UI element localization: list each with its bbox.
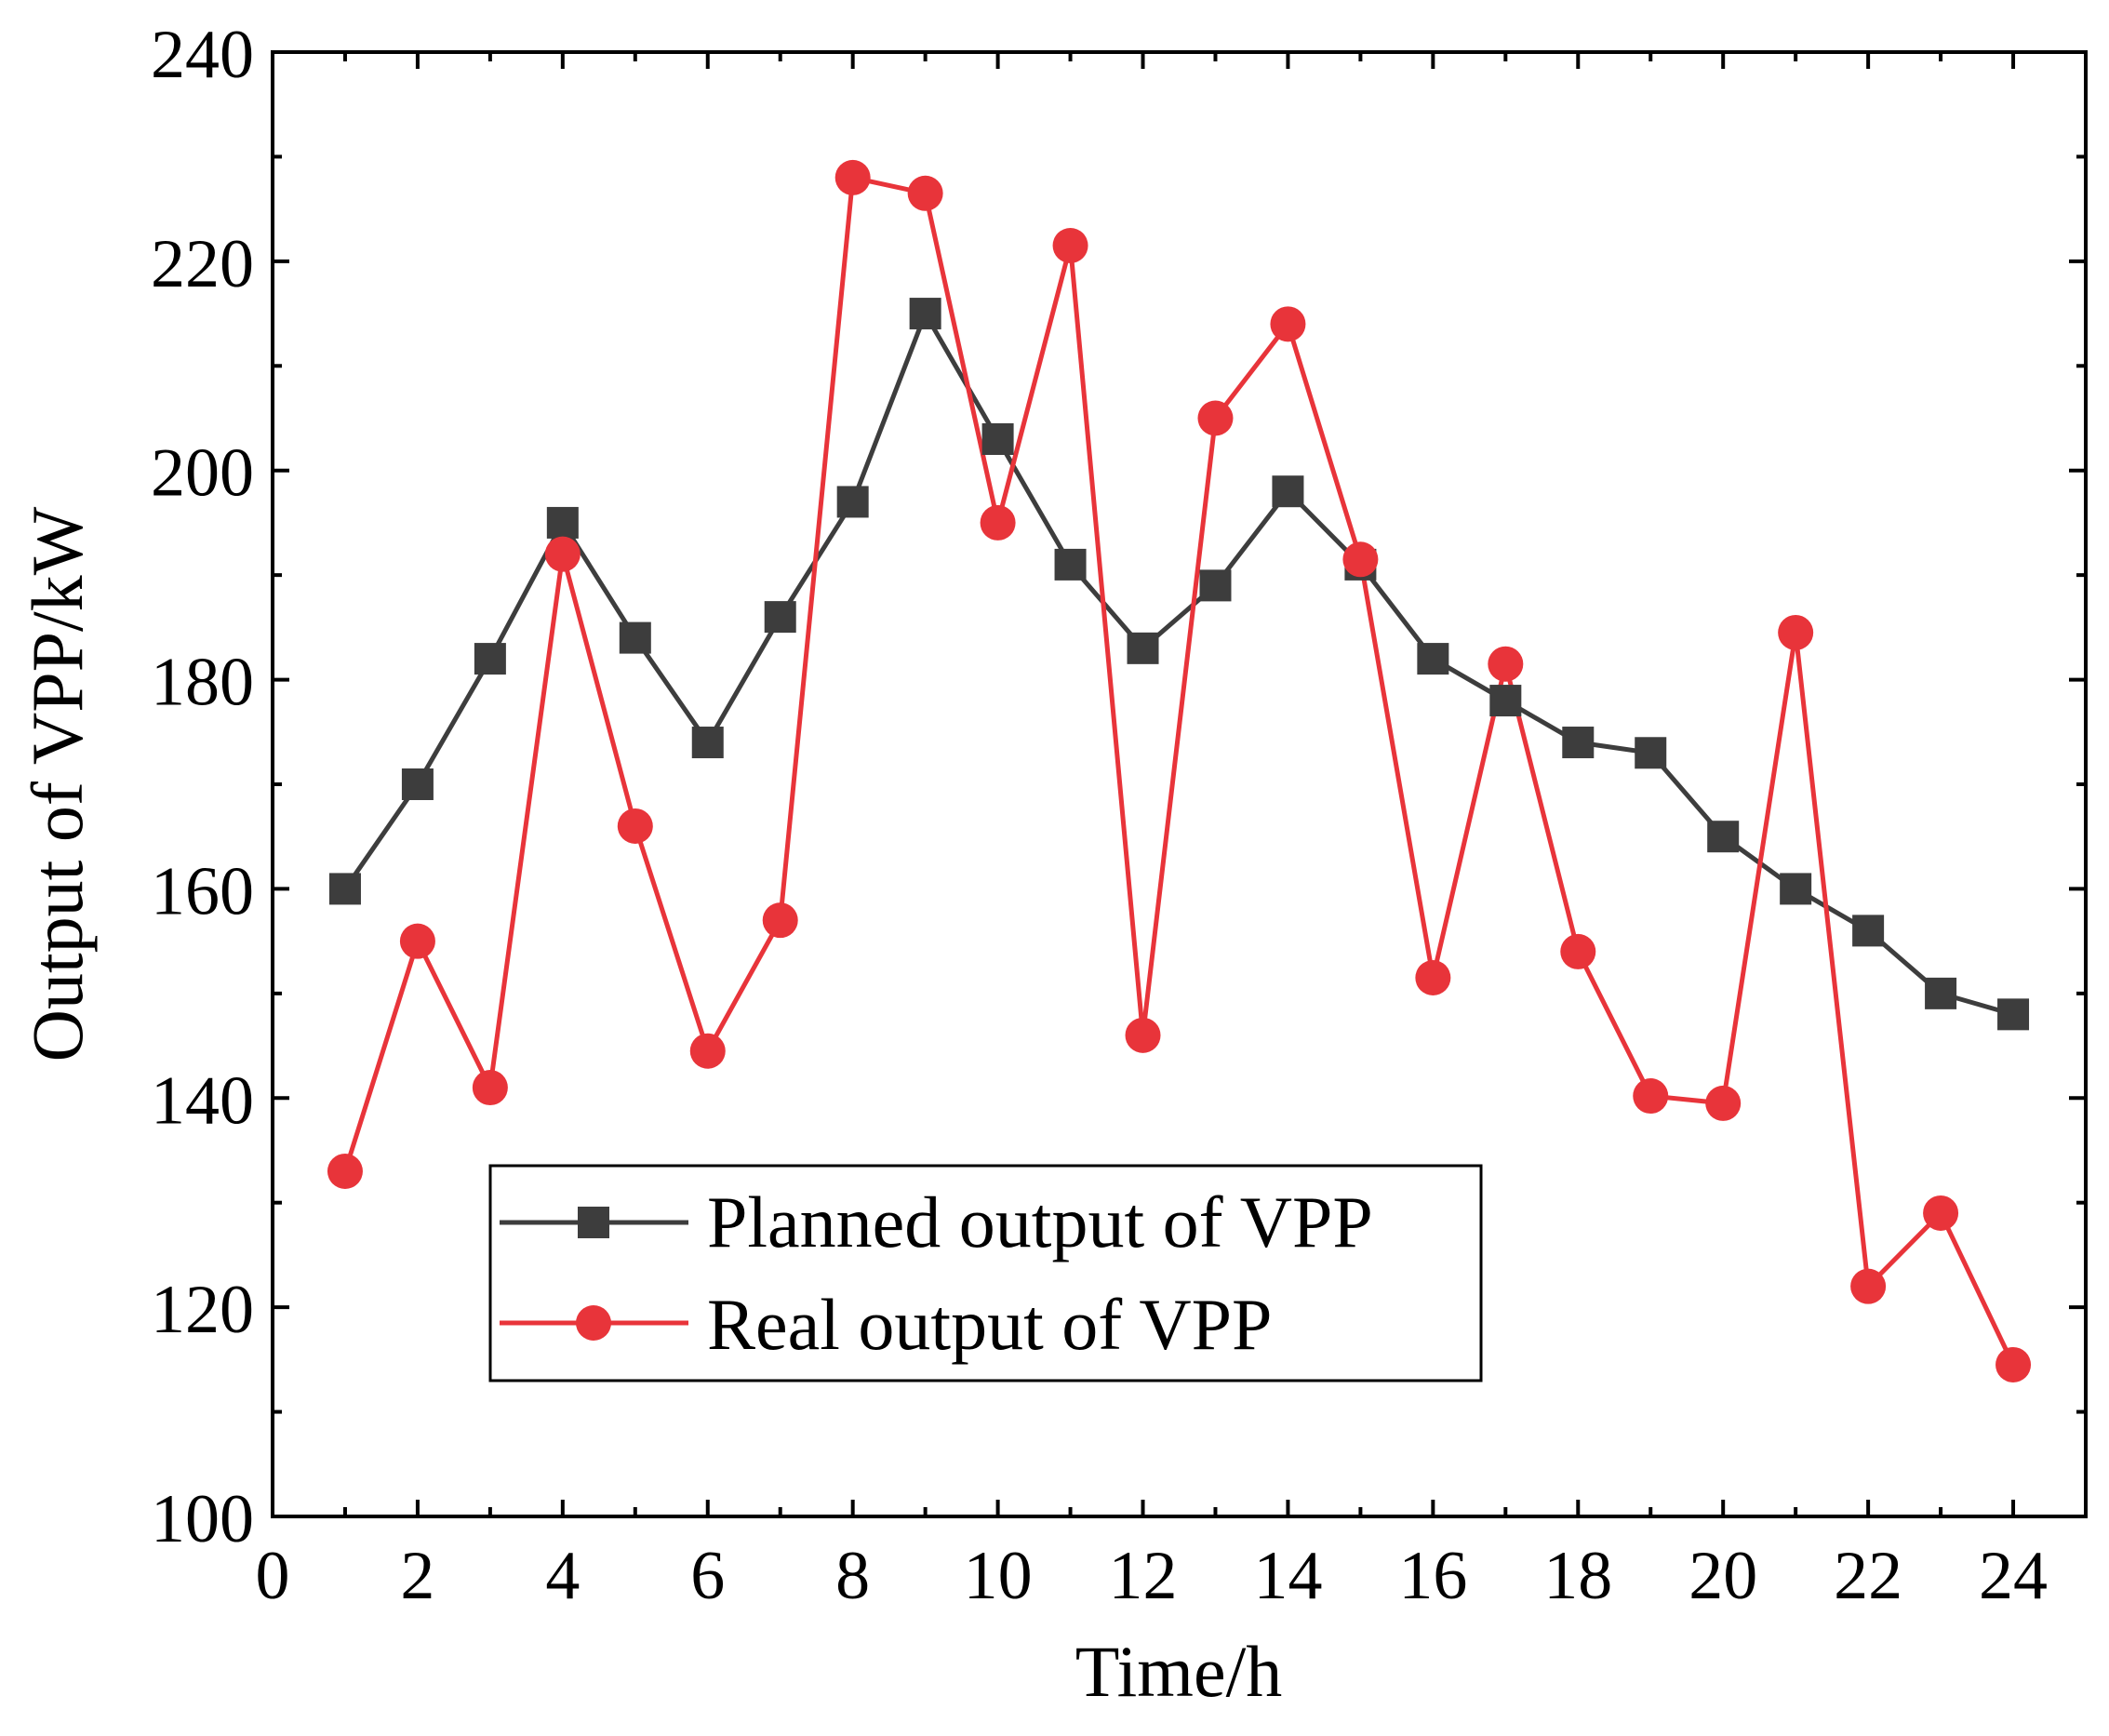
data-point-real — [689, 1033, 726, 1069]
y-tick-label: 140 — [151, 1062, 254, 1139]
data-point-planned — [1417, 643, 1449, 675]
data-point-planned — [764, 601, 796, 634]
x-tick-label: 22 — [1834, 1538, 1902, 1614]
data-point-real — [907, 175, 943, 211]
x-tick-label: 18 — [1543, 1538, 1612, 1614]
data-point-planned — [546, 506, 579, 539]
x-tick-label: 20 — [1689, 1538, 1757, 1614]
data-point-real — [544, 536, 581, 572]
data-point-planned — [1562, 727, 1595, 759]
data-point-real — [327, 1153, 363, 1189]
tick-labels: 0 2 4 6 8 10 12 14 16 18 20 22 241001201401601802002… — [151, 17, 2048, 1614]
data-point-real — [1705, 1085, 1742, 1121]
axis-ticks — [271, 50, 2086, 1518]
data-point-real — [1923, 1195, 1959, 1231]
data-point-real — [399, 923, 435, 959]
data-point-planned — [328, 873, 361, 905]
data-point-real — [834, 159, 871, 195]
x-tick-label: 8 — [835, 1538, 870, 1614]
x-tick-label: 4 — [545, 1538, 580, 1614]
y-tick-label: 200 — [151, 435, 254, 512]
data-point-planned — [1635, 737, 1667, 769]
data-point-planned — [1707, 821, 1740, 853]
legend-marker-planned — [578, 1207, 609, 1238]
data-point-planned — [1852, 915, 1885, 947]
plot-markers — [327, 159, 2032, 1382]
legend-box — [488, 1164, 1483, 1382]
data-point-real — [1052, 227, 1088, 263]
x-tick-label: 6 — [690, 1538, 725, 1614]
x-tick-label: 16 — [1398, 1538, 1467, 1614]
y-axis-title: Output of VPP/kW — [17, 506, 98, 1062]
data-point-planned — [836, 486, 869, 518]
data-point-real — [1415, 959, 1451, 995]
x-tick-label: 12 — [1109, 1538, 1178, 1614]
data-point-planned — [1997, 998, 2030, 1031]
x-tick-label: 0 — [256, 1538, 290, 1614]
data-point-planned — [1489, 685, 1522, 717]
data-point-planned — [474, 643, 506, 675]
data-point-planned — [1127, 632, 1159, 664]
x-axis-title: Time/h — [1075, 1631, 1283, 1712]
x-tick-label: 10 — [964, 1538, 1033, 1614]
x-tick-label: 2 — [400, 1538, 434, 1614]
data-point-planned — [619, 621, 651, 654]
y-tick-label: 160 — [151, 853, 254, 929]
legend: Planned output of VPP Real output of VPP — [488, 1164, 1483, 1382]
data-point-planned — [1054, 548, 1087, 581]
data-point-planned — [401, 768, 434, 800]
x-tick-label: 14 — [1253, 1538, 1322, 1614]
data-point-planned — [981, 422, 1014, 455]
data-point-planned — [1199, 569, 1232, 602]
y-tick-label: 120 — [151, 1272, 254, 1348]
data-point-real — [1778, 614, 1814, 650]
data-point-real — [1342, 541, 1379, 578]
data-point-real — [617, 808, 653, 844]
data-point-planned — [909, 298, 941, 330]
y-tick-label: 180 — [151, 645, 254, 721]
data-point-real — [1488, 646, 1524, 682]
data-point-planned — [1925, 977, 1957, 1009]
legend-marker-real — [576, 1305, 611, 1341]
data-point-real — [980, 504, 1016, 541]
y-tick-label: 240 — [151, 17, 254, 93]
data-point-real — [1633, 1078, 1669, 1115]
data-point-real — [1125, 1017, 1161, 1053]
data-point-real — [472, 1070, 508, 1106]
data-point-planned — [691, 727, 724, 759]
data-point-real — [1996, 1346, 2032, 1382]
data-point-planned — [1272, 475, 1304, 508]
y-tick-label: 220 — [151, 226, 254, 302]
legend-label-planned: Planned output of VPP — [707, 1182, 1373, 1262]
data-point-real — [762, 902, 798, 939]
series-line-real — [342, 175, 2016, 1367]
data-point-real — [1850, 1268, 1887, 1304]
data-point-real — [1560, 933, 1596, 969]
data-point-real — [1270, 306, 1306, 342]
y-tick-label: 100 — [151, 1481, 254, 1557]
data-point-real — [1197, 400, 1234, 436]
legend-label-real: Real output of VPP — [707, 1284, 1272, 1365]
x-tick-label: 24 — [1979, 1538, 2048, 1614]
data-point-planned — [1780, 873, 1812, 905]
